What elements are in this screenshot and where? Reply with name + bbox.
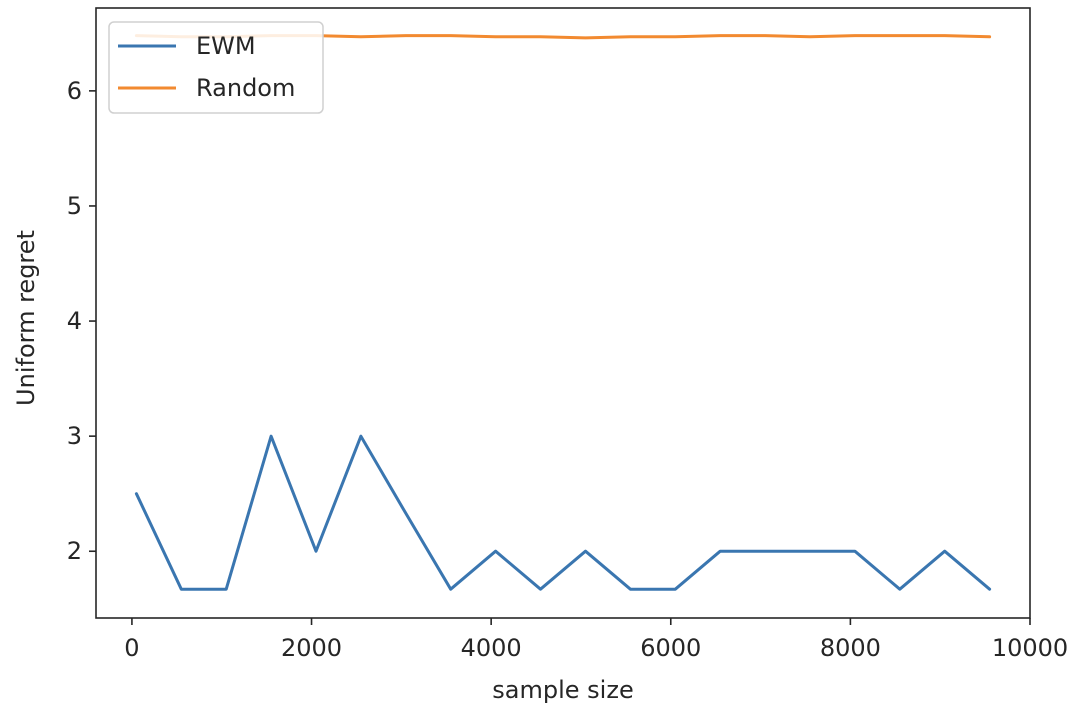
data-point-random: [359, 35, 362, 38]
data-point-random: [988, 35, 991, 38]
legend-label-ewm: EWM: [196, 32, 256, 60]
data-point-random: [674, 35, 677, 38]
data-point-random: [629, 35, 632, 38]
data-point-ewm: [764, 550, 767, 553]
data-point-ewm: [988, 588, 991, 591]
data-point-ewm: [135, 492, 138, 495]
data-point-ewm: [584, 550, 587, 553]
data-point-random: [943, 34, 946, 37]
data-point-ewm: [494, 550, 497, 553]
x-tick-label: 0: [124, 634, 139, 662]
x-axis: 0 2000 4000 6000 8000 10000: [124, 618, 1068, 662]
legend-label-random: Random: [196, 74, 295, 102]
data-point-ewm: [674, 588, 677, 591]
data-point-random: [494, 35, 497, 38]
x-axis-title: sample size: [492, 676, 633, 704]
data-point-ewm: [809, 550, 812, 553]
x-tick-label: 8000: [820, 634, 881, 662]
y-axis: 2 3 4 5 6: [67, 77, 96, 565]
data-point-ewm: [315, 550, 318, 553]
data-point-random: [404, 34, 407, 37]
data-point-random: [584, 36, 587, 39]
y-tick-label: 2: [67, 537, 82, 565]
data-point-random: [898, 34, 901, 37]
y-tick-label: 6: [67, 77, 82, 105]
data-point-ewm: [225, 588, 228, 591]
data-point-ewm: [943, 550, 946, 553]
y-axis-title: Uniform regret: [12, 230, 40, 406]
data-point-ewm: [719, 550, 722, 553]
x-tick-label: 4000: [461, 634, 522, 662]
data-point-ewm: [898, 588, 901, 591]
data-point-random: [539, 35, 542, 38]
data-point-random: [719, 34, 722, 37]
x-tick-label: 2000: [281, 634, 342, 662]
data-point-random: [809, 35, 812, 38]
data-point-ewm: [270, 435, 273, 438]
data-point-ewm: [180, 588, 183, 591]
data-point-ewm: [853, 550, 856, 553]
data-point-ewm: [629, 588, 632, 591]
data-point-ewm: [404, 512, 407, 515]
legend: EWM Random: [108, 21, 324, 114]
data-point-ewm: [539, 588, 542, 591]
y-tick-label: 5: [67, 192, 82, 220]
data-point-ewm: [449, 588, 452, 591]
data-point-random: [764, 34, 767, 37]
data-point-random: [449, 34, 452, 37]
data-point-random: [853, 34, 856, 37]
y-tick-label: 3: [67, 422, 82, 450]
x-tick-label: 6000: [640, 634, 701, 662]
plot-frame: [95, 7, 1031, 619]
y-tick-label: 4: [67, 307, 82, 335]
series-line-ewm: [134, 434, 992, 591]
data-point-ewm: [359, 435, 362, 438]
x-tick-label: 10000: [992, 634, 1068, 662]
